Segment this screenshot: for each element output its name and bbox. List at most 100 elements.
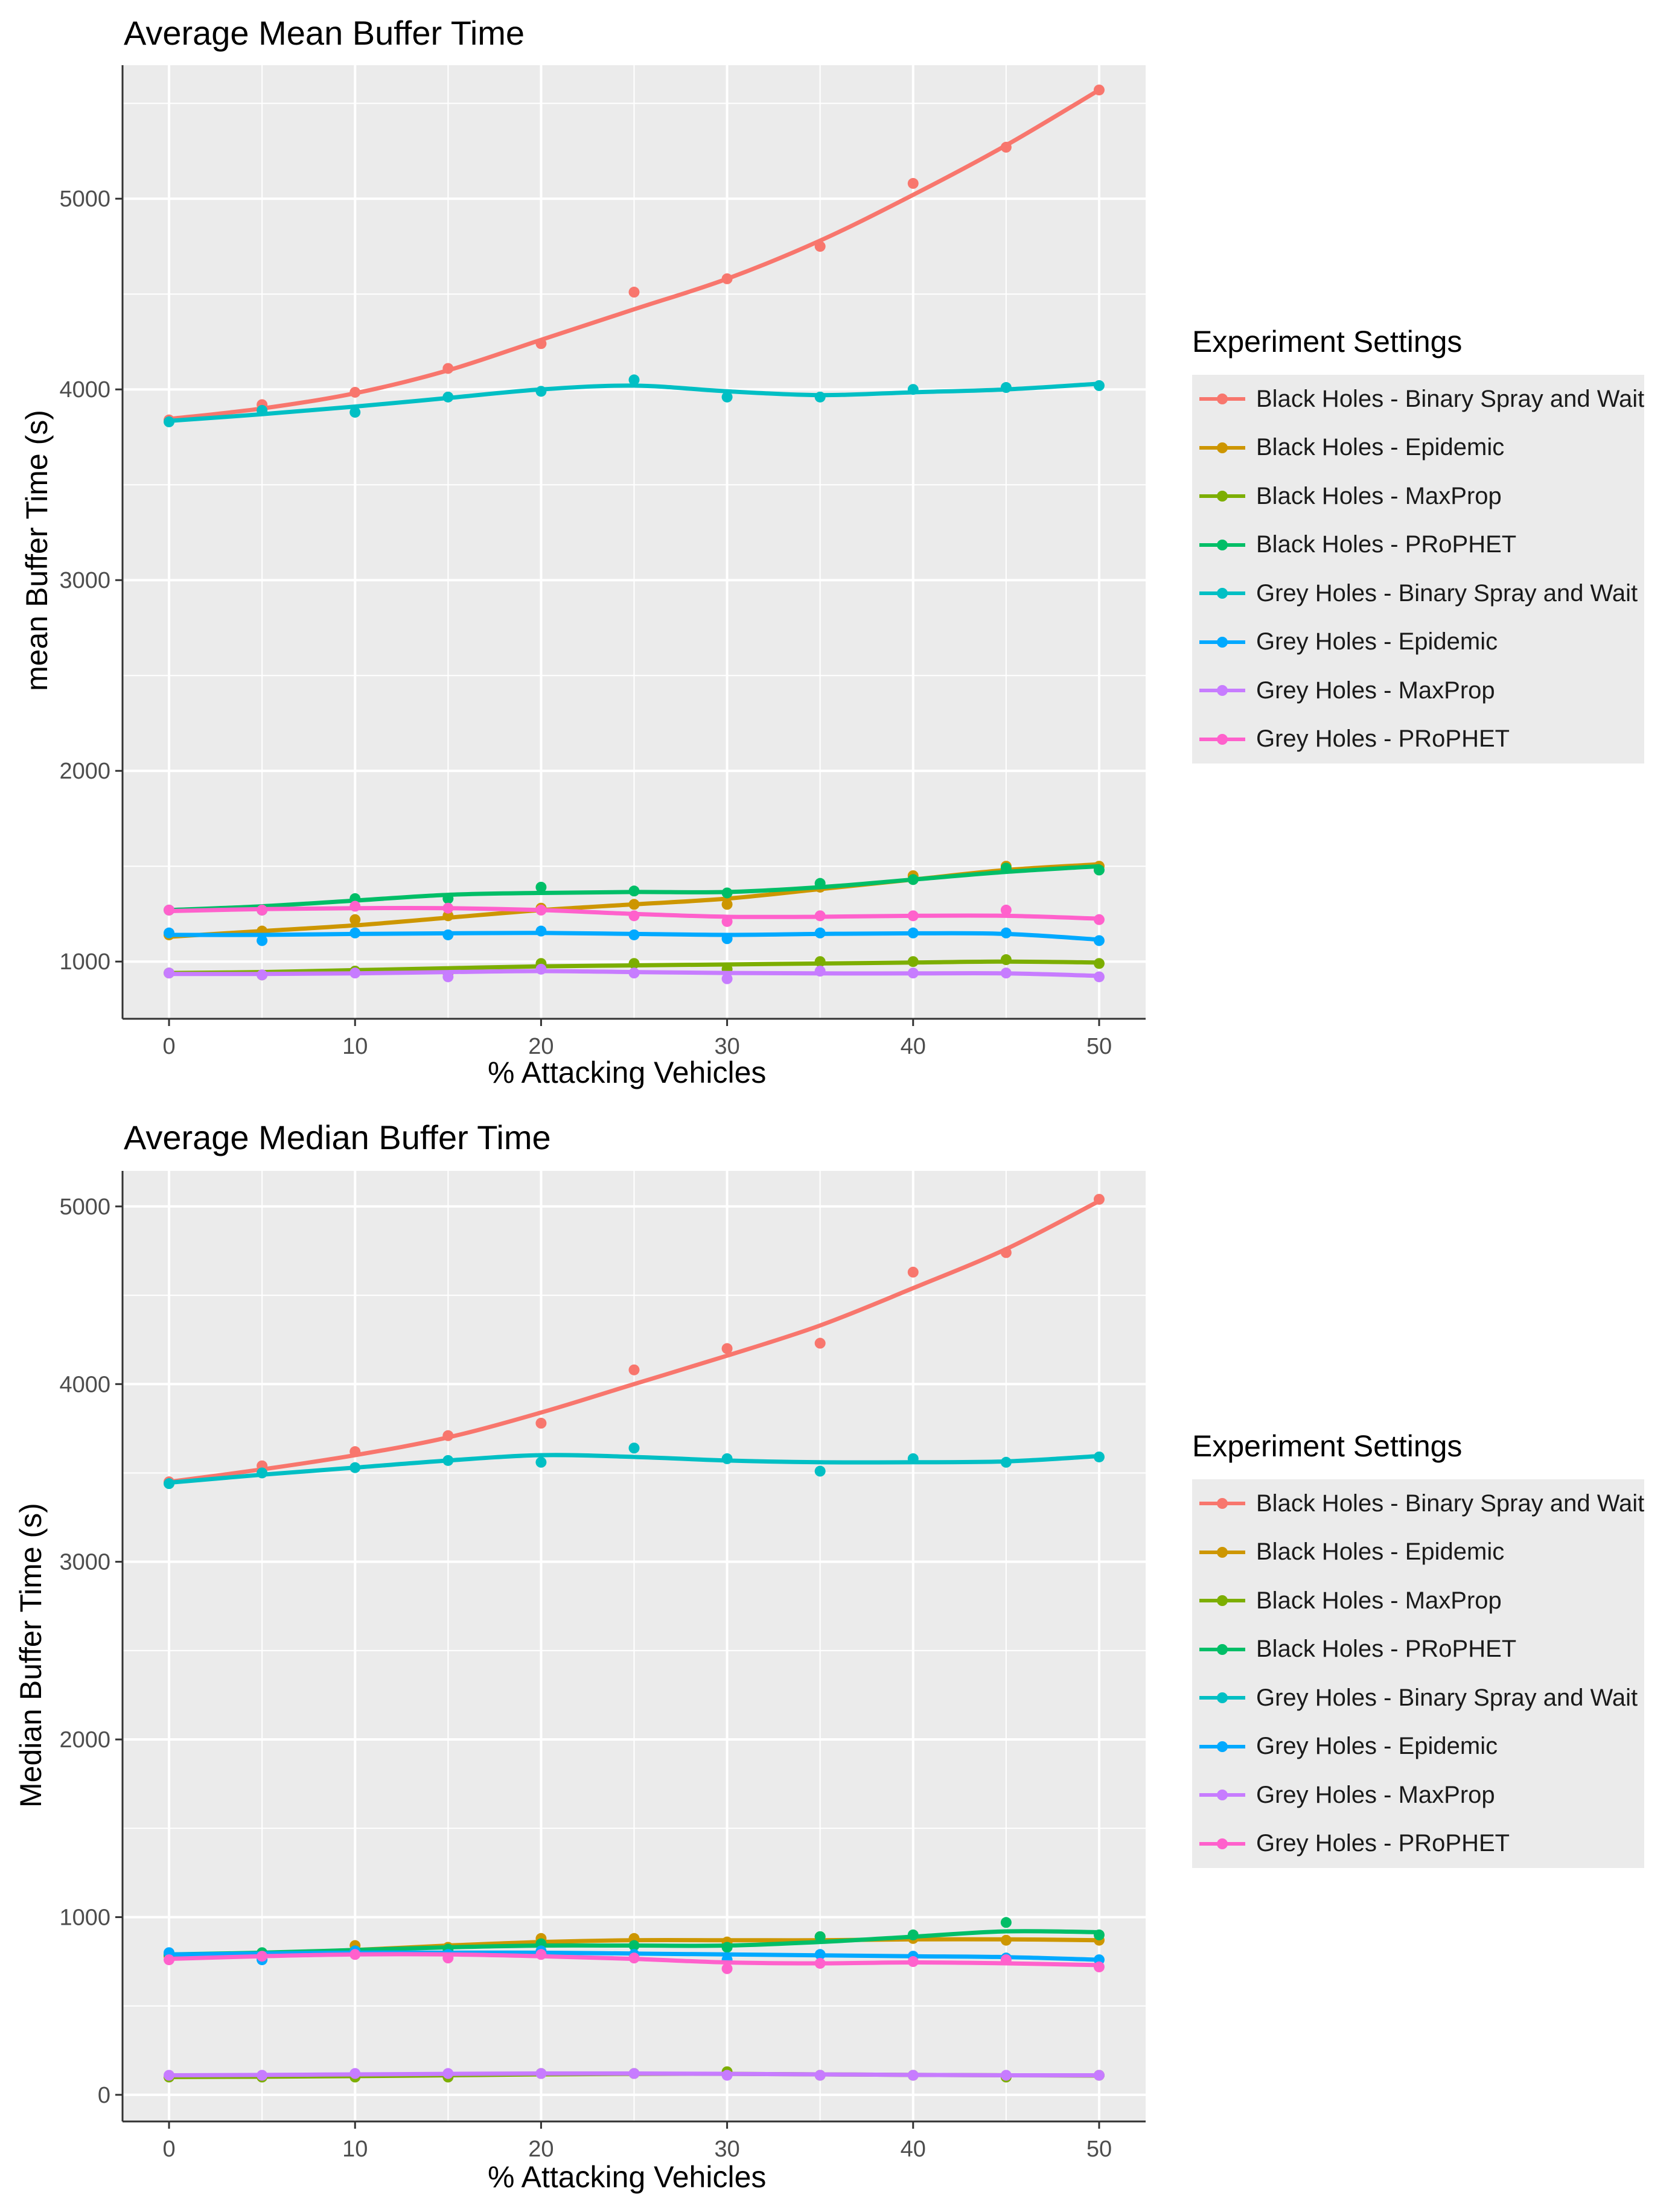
chart1-legend-label: Black Holes - Epidemic — [1256, 434, 1505, 461]
chart2-legend-item: Grey Holes - Epidemic — [1192, 1722, 1644, 1771]
chart2-legend-label: Grey Holes - Epidemic — [1256, 1733, 1498, 1760]
chart2-point — [721, 1343, 733, 1354]
chart1-y-tick-label: 4000 — [59, 377, 110, 403]
chart1-legend-key — [1192, 520, 1252, 569]
chart1-svg: 0 10 20 30 40 50 1000 2000 3000 4000 5000 — [59, 65, 1146, 1059]
chart1-legend-key — [1192, 375, 1252, 424]
chart1-point — [349, 914, 361, 925]
chart1-legend-label: Grey Holes - Epidemic — [1256, 628, 1498, 655]
chart2-legend-label: Black Holes - Epidemic — [1256, 1538, 1505, 1566]
chart2-legend-key — [1192, 1674, 1252, 1723]
chart1-y-tick-label: 3000 — [59, 568, 110, 593]
chart1-series-5 — [164, 925, 1105, 946]
chart2-legend-title: Experiment Settings — [1192, 1429, 1463, 1463]
chart2-legend-item: Black Holes - PRoPHET — [1192, 1625, 1644, 1674]
chart1-legend-label: Grey Holes - MaxProp — [1256, 677, 1495, 704]
chart1-legend-key-point — [1217, 539, 1228, 550]
chart1-smooth-line — [167, 381, 1102, 423]
chart2-legend-key-point — [1217, 1595, 1228, 1606]
chart1-legend-label: Grey Holes - Binary Spray and Wait — [1256, 579, 1638, 607]
chart1-series-0 — [164, 84, 1105, 426]
chart1-x-tick-label: 10 — [342, 1034, 368, 1059]
chart2-title: Average Median Buffer Time — [124, 1118, 551, 1156]
chart1-legend-key-point — [1217, 733, 1228, 745]
chart1-legend-key — [1192, 666, 1252, 715]
chart2-legend-key — [1192, 1479, 1252, 1528]
chart2-legend-label: Black Holes - Binary Spray and Wait — [1256, 1490, 1645, 1517]
chart2-series-6 — [164, 2068, 1105, 2081]
chart1-legend-key — [1192, 617, 1252, 666]
chart2-legend-label: Grey Holes - PRoPHET — [1256, 1830, 1510, 1857]
chart2-series-7 — [164, 1949, 1105, 1974]
chart1-legend-item: Grey Holes - PRoPHET — [1192, 715, 1644, 763]
chart1-legend-key-point — [1217, 636, 1228, 648]
chart1-series-7 — [164, 900, 1105, 927]
chart1-point — [721, 391, 733, 403]
chart2-smooth-line — [167, 1199, 1102, 1484]
chart1-point — [721, 899, 733, 910]
chart1-legend-item: Grey Holes - MaxProp — [1192, 666, 1644, 715]
chart2-point — [535, 1418, 547, 1429]
chart2-legend-item: Black Holes - Binary Spray and Wait — [1192, 1479, 1644, 1528]
chart1-series-4 — [164, 374, 1105, 427]
chart2-legend-item: Grey Holes - PRoPHET — [1192, 1819, 1644, 1868]
chart1-point — [1000, 904, 1012, 916]
chart1-legend-item: Grey Holes - Epidemic — [1192, 617, 1644, 666]
chart1-point — [349, 407, 361, 418]
chart2-legend-key-point — [1217, 1643, 1228, 1655]
chart2-x-tick-label: 30 — [714, 2137, 739, 2162]
chart1-series-6 — [164, 963, 1105, 984]
chart2-y-tick-label: 3000 — [59, 1550, 110, 1575]
chart2-legend-key — [1192, 1625, 1252, 1674]
chart1-legend-key — [1192, 569, 1252, 618]
chart2-legend-item: Black Holes - Epidemic — [1192, 1528, 1644, 1576]
chart1-x-tick-label: 40 — [901, 1034, 926, 1059]
chart2-legend-key-point — [1217, 1692, 1228, 1703]
chart2-point — [628, 1364, 640, 1375]
chart2-legend-key — [1192, 1819, 1252, 1868]
chart1-legend-title: Experiment Settings — [1192, 325, 1463, 359]
chart2-y-tick-label: 2000 — [59, 1727, 110, 1753]
chart2-y-tick-label: 0 — [98, 2083, 110, 2108]
chart2-plot-panel: 0 10 20 30 40 50 0 1000 2000 3000 4000 5000 — [59, 1171, 1146, 2162]
chart1-x-tick-label: 20 — [528, 1034, 554, 1059]
chart1-smooth-line — [167, 931, 1102, 942]
chart1-legend-item: Black Holes - Binary Spray and Wait — [1192, 375, 1644, 424]
chart1-point — [907, 177, 919, 189]
chart1-legend-key-point — [1217, 442, 1228, 453]
chart2-legend-item: Black Holes - MaxProp — [1192, 1576, 1644, 1625]
chart2-smooth-line — [167, 1453, 1102, 1485]
chart2-legend-label: Black Holes - PRoPHET — [1256, 1636, 1517, 1663]
chart1-y-tick-label: 1000 — [59, 949, 110, 975]
chart2-y-axis-title: Median Buffer Time (s) — [14, 1503, 48, 1808]
chart2-point — [814, 1337, 826, 1349]
chart2-legend-key — [1192, 1576, 1252, 1625]
chart2-legend-key — [1192, 1528, 1252, 1576]
chart2-point — [628, 1442, 640, 1454]
chart1-legend-key-point — [1217, 685, 1228, 696]
chart1-smooth-line — [167, 864, 1102, 913]
chart2-y-tick-label: 1000 — [59, 1905, 110, 1930]
chart1-legend-key-point — [1217, 588, 1228, 599]
chart2-x-tick-label: 0 — [162, 2137, 175, 2162]
chart1-point — [628, 374, 640, 386]
chart2-point — [814, 1465, 826, 1477]
chart1-legend-key-point — [1217, 491, 1228, 502]
chart1-legend-item: Black Holes - PRoPHET — [1192, 520, 1644, 569]
chart2-point — [907, 1266, 919, 1278]
chart2-smooth-line — [167, 2071, 1102, 2078]
chart2-svg: 0 10 20 30 40 50 0 1000 2000 3000 4000 5000 — [59, 1171, 1146, 2162]
chart1-point — [257, 935, 268, 946]
chart2-legend-keys: Black Holes - Binary Spray and Wait Black… — [1192, 1479, 1645, 1868]
chart2-y-tick-label: 5000 — [59, 1194, 110, 1220]
chart1-legend-label: Grey Holes - PRoPHET — [1256, 725, 1510, 753]
chart2-legend-key-point — [1217, 1546, 1228, 1558]
chart2-x-tick-label: 50 — [1086, 2137, 1112, 2162]
chart1-legend-label: Black Holes - MaxProp — [1256, 482, 1502, 509]
chart1-x-tick-label: 0 — [162, 1034, 175, 1059]
chart2-point — [535, 1456, 547, 1468]
chart2-legend-label: Grey Holes - Binary Spray and Wait — [1256, 1684, 1638, 1711]
chart1-x-tick-label: 50 — [1086, 1034, 1112, 1059]
chart1-legend: Experiment Settings Black Holes - Binary… — [1192, 324, 1645, 770]
chart1-smooth-line — [167, 969, 1102, 978]
